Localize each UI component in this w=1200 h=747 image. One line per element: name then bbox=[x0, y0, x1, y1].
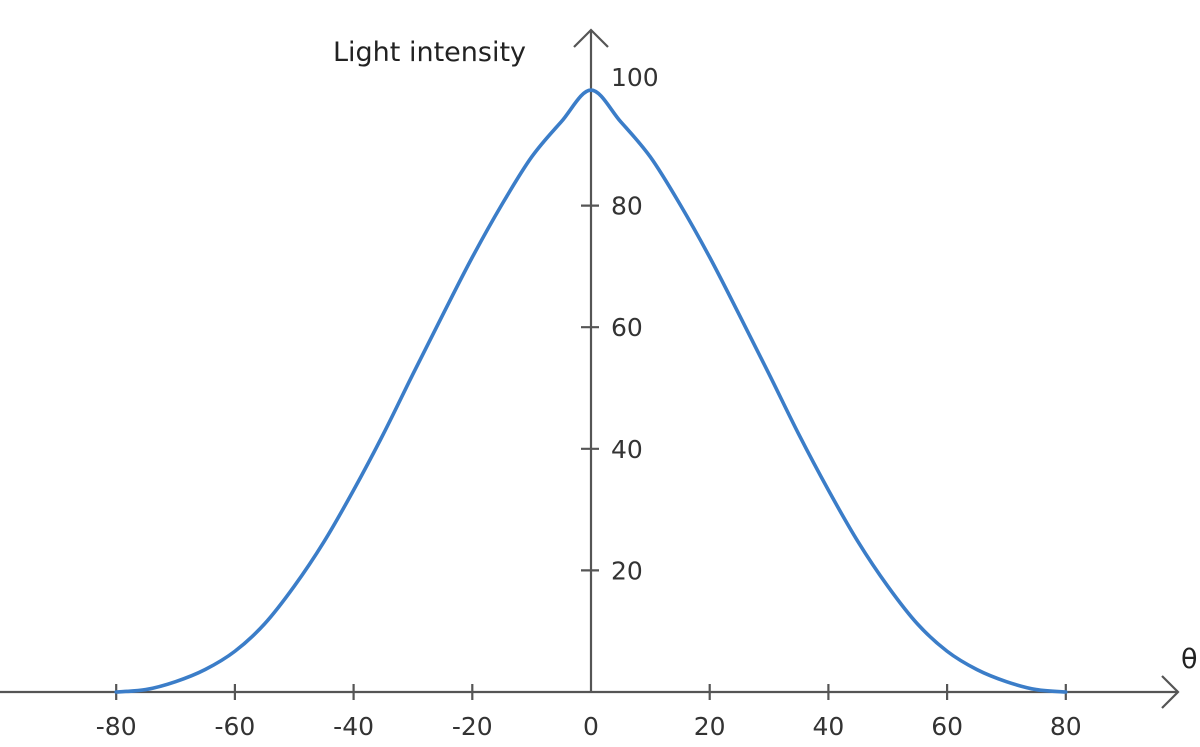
x-tick-label: 60 bbox=[931, 712, 963, 741]
x-tick-label: -40 bbox=[333, 712, 374, 741]
y-tick-label: 20 bbox=[611, 556, 643, 585]
y-tick-label: 80 bbox=[611, 192, 643, 221]
x-tick-label: -80 bbox=[96, 712, 137, 741]
y-tick-label: 60 bbox=[611, 313, 643, 342]
x-ticks: -80 -60 -40 -20 0 20 40 60 80 bbox=[96, 684, 1082, 741]
y-axis-arrowhead bbox=[573, 28, 609, 48]
y-axis-title: Light intensity bbox=[333, 37, 526, 68]
y-tick-label: 40 bbox=[611, 435, 643, 464]
y-tick-label: 100 bbox=[611, 63, 659, 92]
x-tick-label: 0 bbox=[583, 712, 599, 741]
x-tick-label: 20 bbox=[694, 712, 726, 741]
x-axis-title: θ bbox=[1181, 644, 1198, 675]
x-tick-label: 80 bbox=[1050, 712, 1082, 741]
x-tick-label: -20 bbox=[452, 712, 493, 741]
y-ticks: 20 40 60 80 100 bbox=[581, 63, 659, 585]
x-tick-label: 40 bbox=[812, 712, 844, 741]
x-tick-label: -60 bbox=[214, 712, 255, 741]
intensity-curve bbox=[114, 88, 1068, 694]
x-axis-arrowhead bbox=[1161, 675, 1180, 709]
